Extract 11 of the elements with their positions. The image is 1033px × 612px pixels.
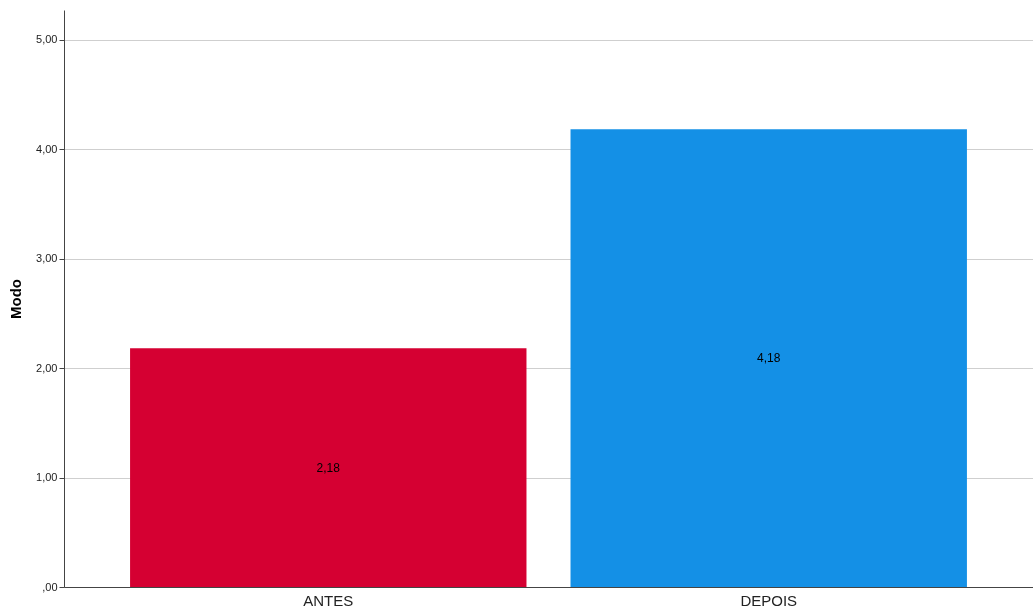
data-label: 2,18 [316, 460, 341, 475]
y-tick-label: 5,00 [36, 33, 58, 46]
y-tick-label: 4,00 [36, 142, 58, 155]
y-tick-label: 2,00 [36, 361, 58, 374]
y-axis-title: Modo [7, 279, 25, 319]
y-tick-label: ,00 [42, 580, 58, 593]
y-tick-label: 1,00 [36, 471, 58, 484]
y-tick-label: 3,00 [36, 252, 58, 265]
data-label: 4,18 [757, 351, 781, 366]
x-tick-label: ANTES [303, 591, 354, 609]
x-tick-label: DEPOIS [740, 591, 798, 609]
